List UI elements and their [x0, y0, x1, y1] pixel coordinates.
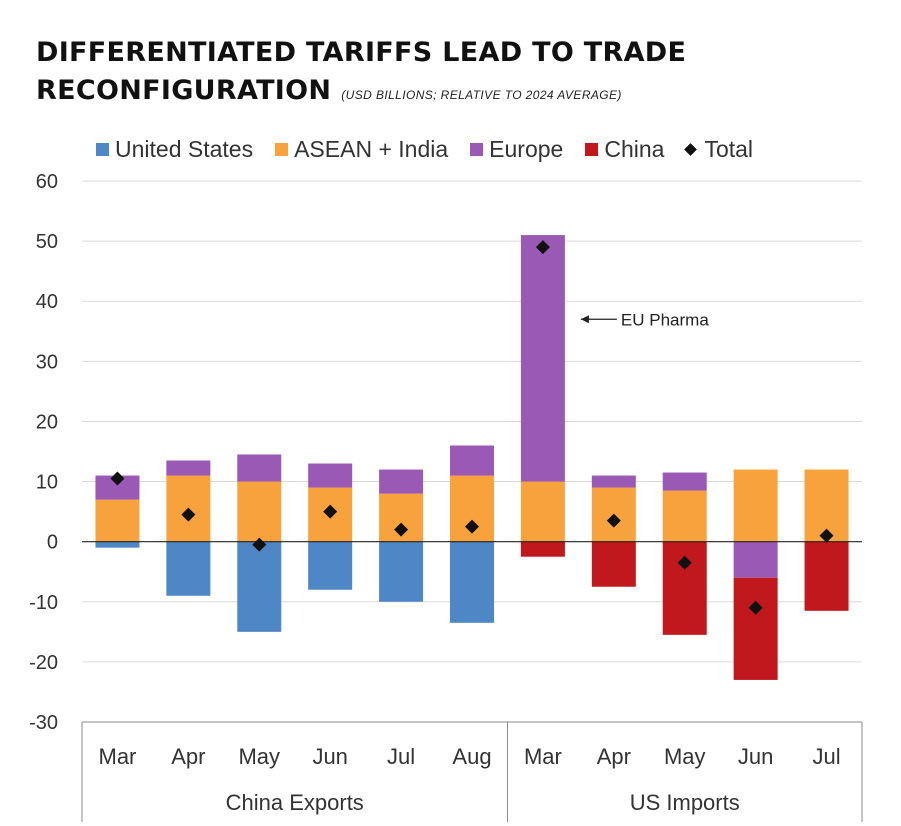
chart-subtitle: (USD BILLIONS; RELATIVE TO 2024 AVERAGE)	[341, 88, 622, 102]
y-tick-label: 20	[36, 411, 58, 433]
y-tick-label: 50	[36, 231, 58, 253]
annotation-label: EU Pharma	[621, 310, 709, 329]
legend-label-china: China	[604, 136, 665, 162]
total-marker	[819, 528, 834, 543]
bar-europe	[733, 541, 778, 578]
bar-europe	[237, 454, 282, 482]
category-label: May	[238, 744, 280, 769]
bar-europe	[520, 235, 565, 482]
bar-europe	[662, 472, 707, 491]
bar-europe	[591, 475, 636, 488]
bar-china	[591, 541, 636, 587]
bar-asean-india	[95, 499, 140, 542]
y-tick-label: -20	[29, 652, 58, 674]
bar-china	[520, 541, 565, 557]
bar-asean-india	[733, 469, 778, 542]
bar-europe	[166, 460, 211, 476]
category-label: Mar	[99, 744, 137, 769]
total-marker	[677, 555, 692, 570]
bar-united-states	[308, 541, 353, 590]
y-tick-label: 40	[36, 291, 58, 313]
total-marker	[252, 537, 267, 552]
total-marker	[110, 471, 125, 486]
total-marker	[323, 504, 338, 519]
y-tick-label: -10	[29, 592, 58, 614]
category-label: Apr	[597, 744, 631, 769]
legend-item-europe: Europe	[470, 136, 563, 163]
bar-united-states	[237, 541, 282, 632]
y-tick-label: 60	[36, 171, 58, 193]
legend-item-asean-india: ASEAN + India	[275, 136, 448, 163]
annotation-arrow-head	[580, 315, 589, 324]
title-line-2: RECONFIGURATION	[36, 75, 332, 106]
bar-europe	[450, 445, 494, 476]
total-marker	[465, 519, 479, 534]
category-label: Apr	[171, 744, 205, 769]
bar-united-states	[166, 541, 211, 596]
bar-europe	[379, 469, 424, 494]
title-line-1: DIFFERENTIATED TARIFFS LEAD TO TRADE	[36, 37, 687, 68]
bar-china	[804, 541, 849, 611]
category-label: Jul	[812, 744, 840, 769]
total-marker	[181, 507, 196, 522]
bar-asean-india	[237, 481, 282, 542]
bar-china	[733, 577, 778, 680]
bar-united-states	[450, 541, 494, 623]
bar-asean-india	[662, 490, 707, 542]
category-label: Mar	[524, 744, 562, 769]
bar-china	[662, 541, 707, 635]
legend-swatch-europe	[470, 143, 484, 156]
legend-item-china: China	[585, 136, 664, 163]
y-tick-label: 10	[36, 472, 58, 494]
y-tick-label: 0	[47, 532, 58, 554]
group-label: China Exports	[226, 790, 364, 815]
bar-united-states	[95, 541, 140, 548]
total-marker	[606, 513, 621, 528]
category-label: Jun	[738, 744, 773, 769]
chart-legend: United States ASEAN + India Europe China…	[96, 136, 753, 163]
category-label: May	[664, 744, 706, 769]
y-tick-label: -30	[29, 712, 58, 734]
legend-item-united-states: United States	[96, 136, 253, 163]
total-marker	[535, 240, 550, 255]
chart-title: DIFFERENTIATED TARIFFS LEAD TO TRADE REC…	[36, 34, 686, 114]
bar-asean-india	[520, 481, 565, 542]
legend-label-united-states: United States	[115, 136, 254, 162]
legend-swatch-china	[585, 143, 599, 156]
total-marker	[748, 600, 763, 615]
total-marker	[394, 522, 409, 537]
category-label: Jun	[312, 744, 347, 769]
bar-europe	[308, 463, 353, 488]
legend-label-europe: Europe	[489, 136, 564, 162]
y-tick-label: 30	[36, 351, 58, 373]
bar-united-states	[379, 541, 424, 602]
legend-swatch-united-states	[96, 143, 109, 156]
legend-label-asean-india: ASEAN + India	[294, 136, 449, 162]
legend-item-total: Total	[684, 136, 754, 163]
category-label: Aug	[452, 744, 491, 769]
group-label: US Imports	[630, 790, 740, 815]
legend-swatch-asean-india	[275, 143, 289, 156]
legend-label-total: Total	[704, 136, 754, 162]
category-label: Jul	[387, 744, 415, 769]
